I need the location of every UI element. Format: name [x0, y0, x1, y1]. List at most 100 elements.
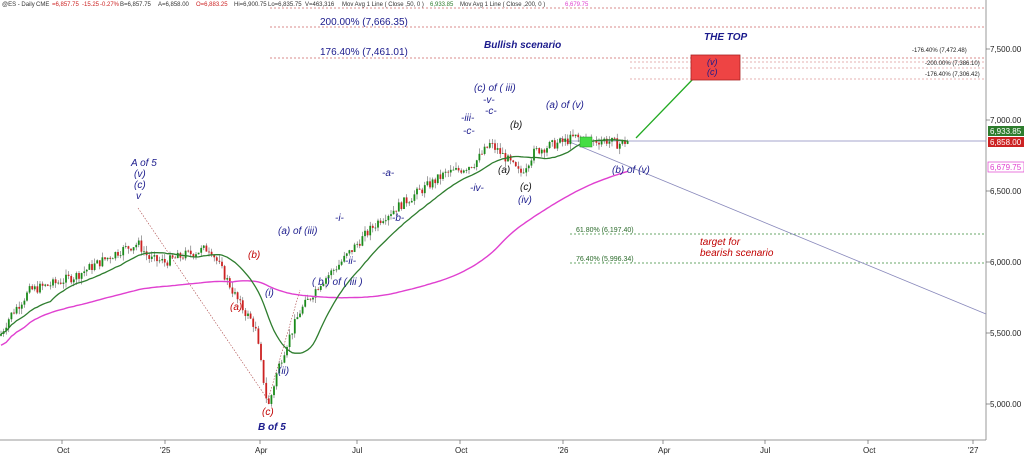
- candle-body: [416, 188, 418, 195]
- candle-body: [18, 306, 21, 309]
- candle-body: [130, 248, 132, 251]
- header-bid: B=6,857.75: [120, 2, 152, 8]
- candle-body: [239, 299, 242, 301]
- candle-body: [364, 230, 366, 237]
- candle-body: [566, 138, 569, 145]
- candle-body: [384, 220, 387, 222]
- candle-body: [265, 382, 268, 399]
- the-top-label: THE TOP: [704, 32, 747, 43]
- candle-body: [36, 286, 39, 293]
- time-tick-label: Apr: [255, 446, 268, 455]
- candle-body: [202, 245, 205, 248]
- candle-body: [205, 245, 208, 252]
- candle-body: [312, 297, 314, 300]
- candle-body: [319, 286, 322, 290]
- wave-a5-v: (v): [134, 169, 146, 180]
- candle-body: [208, 251, 210, 253]
- candle-body: [83, 271, 86, 274]
- header-exchange: CME: [36, 2, 49, 8]
- candle-body: [525, 168, 528, 173]
- candle-body: [410, 200, 413, 203]
- wave-a-of-v: (a) of (v): [546, 100, 584, 111]
- candle-body: [626, 141, 629, 144]
- candle-body: [260, 343, 262, 361]
- ma50-line: [0, 139, 628, 354]
- candle-body: [163, 258, 166, 263]
- candle-body: [400, 202, 403, 209]
- fib-176-label: 176.40% (7,461.01): [320, 47, 408, 58]
- top-v-label: (v): [707, 57, 718, 67]
- time-tick-label: Oct: [455, 446, 468, 455]
- wave-c-of-iii: (c) of ( iii): [474, 83, 516, 94]
- header-change: -15.25: [82, 2, 100, 8]
- candle-body: [171, 255, 174, 258]
- candle-body: [46, 284, 49, 286]
- candle-body: [119, 255, 122, 257]
- candle-body: [288, 334, 291, 348]
- candle-body: [462, 170, 465, 173]
- candle-body: [561, 138, 564, 142]
- candle-body: [174, 257, 177, 259]
- wave-minus-i: -i-: [335, 213, 345, 224]
- candle-body: [371, 225, 374, 228]
- candle-body: [548, 141, 551, 149]
- candle-body: [67, 274, 70, 277]
- candle-body: [600, 141, 603, 145]
- candle-body: [504, 153, 507, 162]
- candle-body: [447, 171, 450, 173]
- candle-body: [499, 148, 502, 154]
- header-ma2-value: 6,679.75: [565, 2, 589, 8]
- header-ma1-value: 6,933.85: [430, 2, 454, 8]
- candle-body: [436, 174, 439, 184]
- candle-body: [20, 304, 23, 309]
- candle-body: [478, 153, 481, 161]
- candle-body: [343, 255, 346, 262]
- candle-body: [460, 170, 463, 173]
- candle-body: [369, 225, 372, 236]
- candle-body: [33, 286, 36, 290]
- price-tick-label: 7,000.00: [990, 116, 1022, 125]
- candle-body: [527, 165, 530, 169]
- candle-body: [26, 292, 28, 301]
- candle-body: [366, 230, 369, 236]
- candle-body: [429, 181, 431, 188]
- candle-body: [468, 167, 470, 170]
- candle-body: [106, 257, 109, 260]
- candle-body: [299, 313, 301, 318]
- candle-body: [491, 143, 494, 144]
- candle-body: [96, 260, 99, 264]
- header-ask: A=6,858.00: [158, 2, 190, 8]
- candle-body: [351, 250, 353, 252]
- candle-body: [551, 140, 554, 142]
- bearish-label-1: target for: [700, 237, 741, 248]
- candle-body: [200, 247, 203, 253]
- price-tick-label: 6,000.00: [990, 258, 1022, 267]
- right-fib-200: -200.00% (7,386.10): [925, 61, 980, 67]
- candle-body: [332, 269, 335, 271]
- candle-body: [426, 181, 429, 186]
- candle-body: [78, 273, 80, 279]
- header-high: Hi=6,900.75: [234, 2, 267, 8]
- time-tick-label: '27: [968, 446, 979, 455]
- candle-body: [379, 220, 382, 224]
- candle-body: [457, 167, 460, 171]
- wave-minus-c2: -c-: [485, 106, 497, 117]
- candle-body: [215, 257, 218, 261]
- candle-body: [494, 143, 496, 150]
- candle-body: [280, 362, 283, 364]
- candle-body: [226, 278, 229, 280]
- candle-body: [618, 143, 621, 149]
- candle-body: [616, 138, 619, 149]
- right-fib-176b: -176.40% (7,306.42): [925, 72, 980, 78]
- candle-body: [88, 264, 91, 270]
- header-change-pct: -0.27%: [100, 2, 120, 8]
- candle-body: [153, 255, 156, 257]
- candle-body: [135, 244, 138, 248]
- candle-body: [538, 148, 541, 154]
- candle-body: [556, 142, 559, 149]
- candle-body: [577, 134, 580, 138]
- candle-body: [169, 255, 171, 266]
- time-tick-label: '26: [558, 446, 569, 455]
